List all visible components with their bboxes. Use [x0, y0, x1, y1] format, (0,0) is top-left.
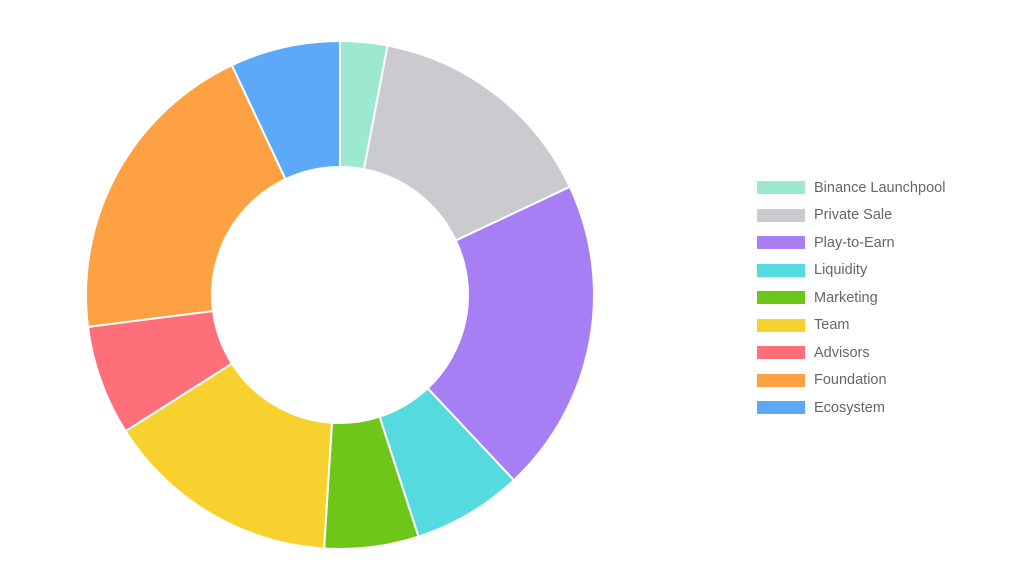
- legend-item-play-to-earn[interactable]: Play-to-Earn: [757, 229, 945, 257]
- legend-label: Private Sale: [814, 207, 893, 224]
- slice-play-to-earn[interactable]: [426, 185, 595, 482]
- legend-label: Marketing: [814, 289, 878, 306]
- slice-private-sale[interactable]: [362, 44, 572, 242]
- chart-legend: Binance Launchpool Private Sale Play-to-Ea…: [757, 174, 945, 422]
- legend-item-private-sale[interactable]: Private Sale: [757, 202, 945, 230]
- legend-label: Team: [814, 317, 850, 334]
- legend-swatch: [757, 401, 805, 415]
- slice-foundation[interactable]: [85, 63, 287, 328]
- legend-swatch: [757, 373, 805, 387]
- legend-label: Liquidity: [814, 262, 868, 279]
- legend-label: Advisors: [814, 344, 870, 361]
- legend-item-marketing[interactable]: Marketing: [757, 284, 945, 312]
- legend-label: Play-to-Earn: [814, 234, 895, 251]
- legend-item-advisors[interactable]: Advisors: [757, 339, 945, 367]
- legend-swatch: [757, 346, 805, 360]
- slice-team[interactable]: [124, 362, 334, 550]
- legend-label: Binance Launchpool: [814, 179, 946, 196]
- legend-item-ecosystem[interactable]: Ecosystem: [757, 394, 945, 422]
- legend-label: Ecosystem: [814, 399, 885, 416]
- legend-swatch: [757, 208, 805, 222]
- legend-item-team[interactable]: Team: [757, 312, 945, 340]
- legend-swatch: [757, 291, 805, 305]
- legend-label: Foundation: [814, 372, 887, 389]
- slice-ecosystem[interactable]: [230, 39, 341, 181]
- legend-item-binance-launchpool[interactable]: Binance Launchpool: [757, 174, 945, 202]
- legend-swatch: [757, 181, 805, 195]
- legend-swatch: [757, 318, 805, 332]
- legend-item-liquidity[interactable]: Liquidity: [757, 257, 945, 285]
- legend-swatch: [757, 263, 805, 277]
- legend-item-foundation[interactable]: Foundation: [757, 367, 945, 395]
- legend-swatch: [757, 236, 805, 250]
